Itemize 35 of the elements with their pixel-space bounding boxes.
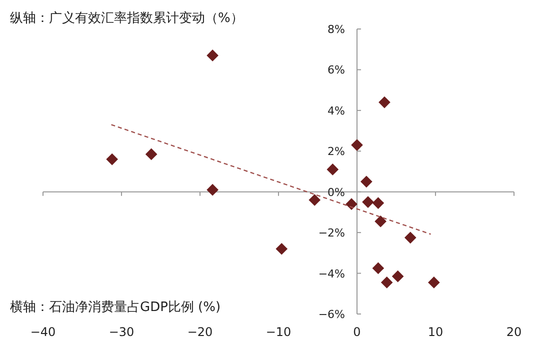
y-tick-label: −4%: [318, 267, 345, 280]
y-tick-label: 0%: [328, 186, 345, 199]
point: [392, 270, 404, 282]
point: [206, 184, 218, 196]
point: [351, 139, 363, 151]
y-tick-label: 6%: [328, 64, 345, 77]
y-tick-label: −2%: [318, 226, 345, 240]
point: [360, 176, 372, 188]
point: [380, 276, 393, 288]
point: [326, 164, 339, 176]
x-tick-label: −10: [266, 325, 292, 339]
x-tick-label: −40: [30, 325, 56, 339]
point: [145, 148, 158, 160]
point: [404, 232, 416, 244]
x-tick-label: 20: [506, 325, 522, 339]
point: [106, 153, 118, 166]
point: [276, 242, 288, 255]
point: [378, 96, 390, 108]
point: [428, 276, 440, 288]
point: [362, 196, 374, 208]
y-tick-label: −6%: [318, 308, 345, 321]
x-tick-label: −30: [108, 325, 134, 339]
y-tick-label: 8%: [328, 23, 345, 36]
point: [308, 194, 321, 206]
x-tick-label: 0: [353, 325, 361, 339]
point: [372, 197, 384, 209]
x-axis-title: 横轴：石油净消费量占GDP比例 (%): [10, 300, 221, 315]
y-tick-label: 2%: [328, 145, 345, 158]
x-tick-label: −20: [187, 325, 213, 339]
y-tick-label: 4%: [328, 104, 345, 118]
y-axis-title: 纵轴：广义有效汇率指数累计变动（%）: [10, 10, 244, 26]
point: [374, 215, 386, 228]
point: [206, 50, 218, 62]
point: [372, 262, 384, 274]
x-tick-label: 10: [428, 325, 444, 339]
